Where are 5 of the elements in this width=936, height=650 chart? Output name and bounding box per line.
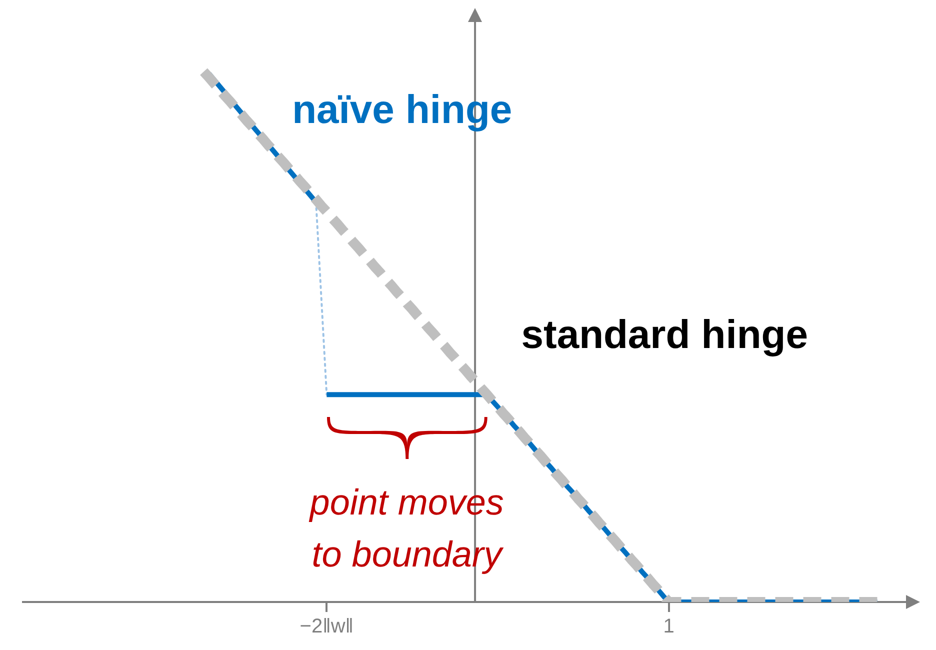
x-tick-label: 1	[663, 616, 674, 638]
x-tick-label: −2‖w‖	[300, 616, 354, 638]
series-label: naïve hinge	[292, 88, 512, 132]
annotation: point moves to boundary	[308, 482, 504, 575]
series-label: standard hinge	[521, 312, 808, 357]
